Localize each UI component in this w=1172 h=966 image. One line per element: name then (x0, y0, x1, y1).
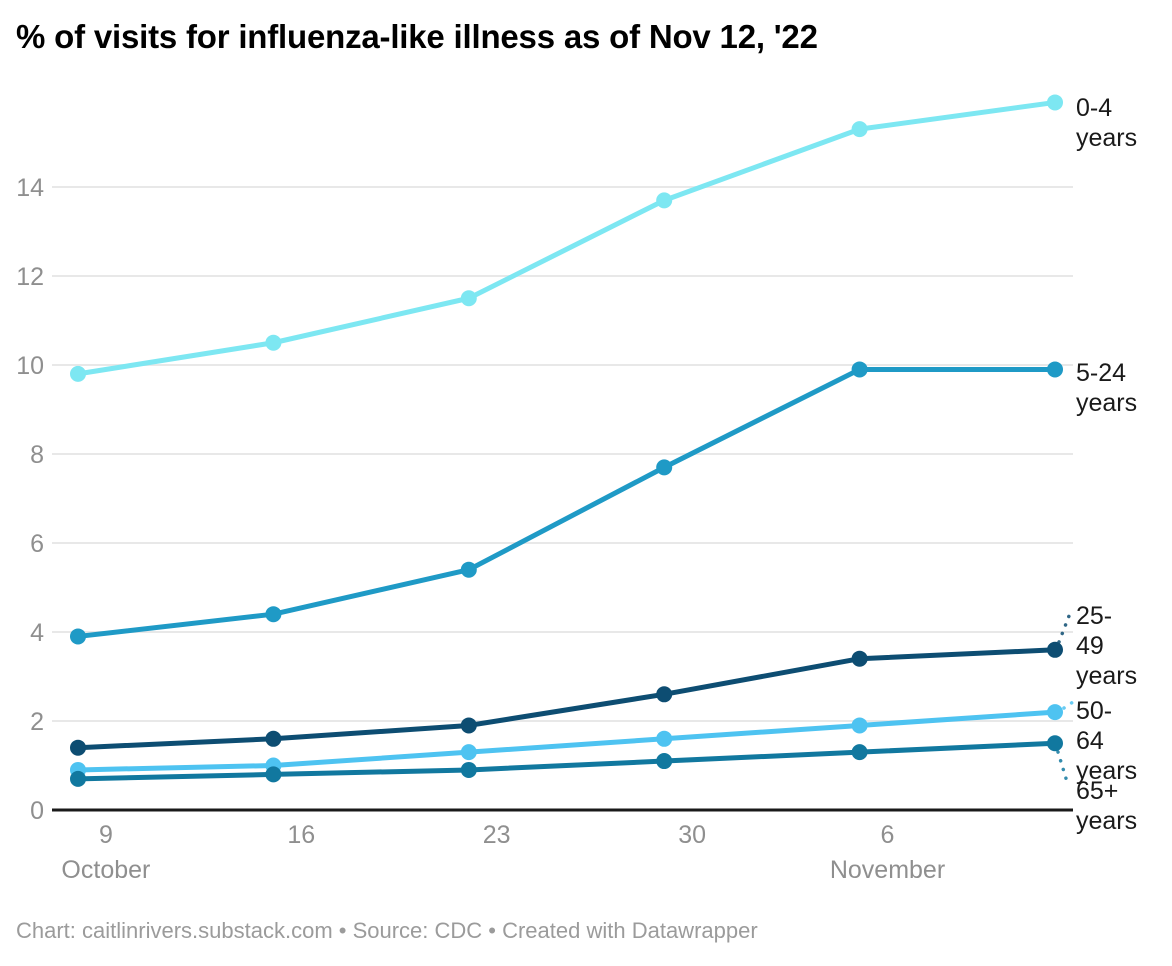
data-point-25-49-years[interactable] (1047, 641, 1063, 658)
data-point-50-64-years[interactable] (1047, 704, 1063, 721)
y-tick-label: 2 (30, 708, 44, 736)
data-point-65-years[interactable] (1047, 735, 1063, 752)
data-point-5-24-years[interactable] (70, 628, 86, 645)
series-label-25-49-years: 25- (1076, 602, 1112, 630)
data-point-25-49-years[interactable] (70, 739, 86, 756)
data-point-0-4-years[interactable] (656, 192, 673, 209)
label-leader-line-65-years (1056, 750, 1070, 787)
data-point-0-4-years[interactable] (70, 365, 86, 382)
x-tick-label: 23 (483, 821, 511, 849)
data-point-65-years[interactable] (851, 744, 868, 761)
x-tick-label: 6 (881, 821, 895, 849)
data-point-65-years[interactable] (460, 761, 477, 778)
label-leader-line-25-49-years (1057, 614, 1071, 644)
data-point-25-49-years[interactable] (851, 650, 868, 667)
series-label-25-49-years: years (1076, 662, 1137, 690)
data-point-5-24-years[interactable] (265, 606, 282, 623)
series-line-50-64-years (77, 709, 1056, 773)
label-leader-line-50-64-years (1062, 700, 1075, 710)
series-label-0-4-years: 0-4 (1076, 94, 1112, 122)
y-tick-label: 14 (16, 174, 44, 202)
chart-footer: Chart: caitlinrivers.substack.com • Sour… (16, 918, 758, 943)
series-label-50-64-years: 64 (1076, 727, 1104, 755)
y-tick-label: 4 (30, 619, 44, 647)
y-tick-label: 6 (30, 530, 44, 558)
data-point-0-4-years[interactable] (851, 121, 868, 138)
data-point-25-49-years[interactable] (656, 686, 673, 703)
data-point-0-4-years[interactable] (460, 290, 477, 307)
series-label-5-24-years: years (1076, 389, 1137, 417)
data-point-5-24-years[interactable] (656, 459, 673, 476)
data-point-50-64-years[interactable] (851, 717, 868, 734)
y-tick-label: 10 (16, 352, 44, 380)
series-line-0-4-years (77, 99, 1056, 377)
data-point-25-49-years[interactable] (265, 730, 282, 747)
month-label: October (61, 856, 150, 884)
x-tick-label: 30 (678, 821, 706, 849)
data-point-65-years[interactable] (70, 770, 86, 787)
y-tick-label: 8 (30, 441, 44, 469)
data-point-5-24-years[interactable] (460, 561, 477, 578)
chart-title: % of visits for influenza-like illness a… (16, 18, 818, 55)
series-label-65-years: 65+ (1076, 777, 1118, 805)
series-label-25-49-years: 49 (1076, 632, 1104, 660)
series-label-0-4-years: years (1076, 124, 1137, 152)
data-point-5-24-years[interactable] (1047, 361, 1063, 378)
data-point-50-64-years[interactable] (460, 744, 477, 761)
y-tick-label: 12 (16, 263, 44, 291)
series-line-25-49-years (77, 647, 1056, 751)
series-label-50-64-years: 50- (1076, 697, 1112, 725)
series-line-65-years (77, 740, 1056, 782)
data-point-25-49-years[interactable] (460, 717, 477, 734)
series-line-5-24-years (77, 366, 1055, 639)
data-point-0-4-years[interactable] (1047, 94, 1063, 111)
data-point-50-64-years[interactable] (656, 730, 673, 747)
series-label-50-64-years: years (1076, 757, 1137, 785)
x-tick-label: 16 (287, 821, 315, 849)
series-label-5-24-years: 5-24 (1076, 359, 1126, 387)
data-point-65-years[interactable] (265, 766, 282, 783)
y-tick-label: 0 (30, 797, 44, 825)
month-label: November (830, 856, 945, 884)
data-point-0-4-years[interactable] (265, 334, 282, 351)
series-label-65-years: years (1076, 807, 1137, 835)
data-point-65-years[interactable] (656, 753, 673, 770)
x-tick-label: 9 (99, 821, 113, 849)
data-point-5-24-years[interactable] (851, 361, 868, 378)
